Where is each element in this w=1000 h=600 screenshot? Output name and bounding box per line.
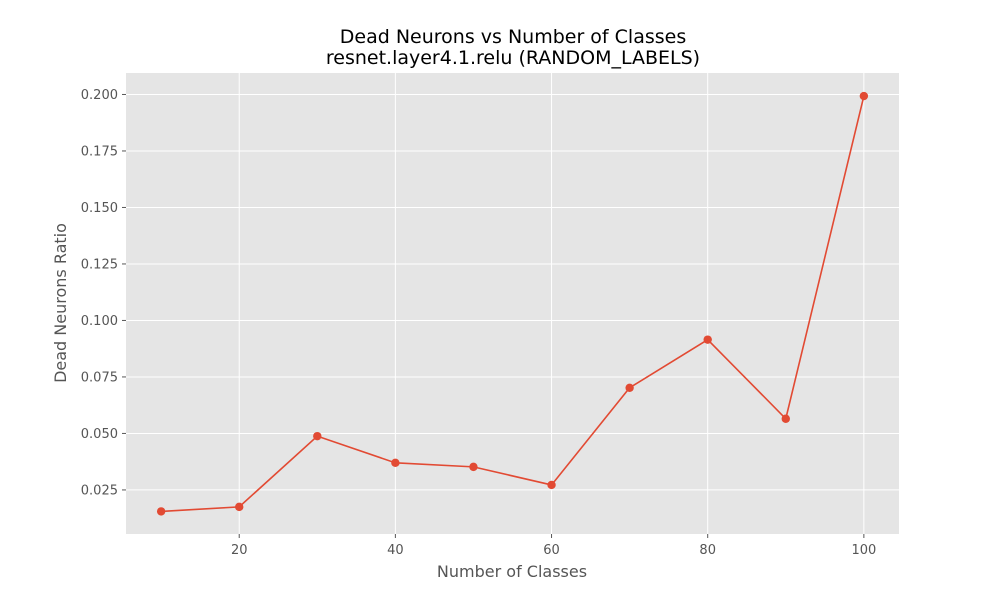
data-point xyxy=(235,502,244,512)
x-tick-label: 20 xyxy=(231,543,248,558)
y-tick-label: 0.150 xyxy=(81,201,118,216)
series xyxy=(156,91,869,516)
x-tick-label: 60 xyxy=(543,543,560,558)
y-tick-label: 0.075 xyxy=(81,370,118,385)
y-tick-label: 0.200 xyxy=(81,88,118,103)
x-tick-label: 80 xyxy=(699,543,716,558)
y-tick-label: 0.175 xyxy=(81,144,118,159)
y-tick-label: 0.050 xyxy=(81,427,118,442)
data-point xyxy=(313,431,322,441)
chart-title: Dead Neurons vs Number of Classes xyxy=(340,26,686,48)
x-axis-label: Number of Classes xyxy=(437,562,587,581)
data-point xyxy=(625,383,634,392)
x-tick-label: 100 xyxy=(851,543,876,558)
data-point xyxy=(547,480,556,490)
data-point xyxy=(703,335,712,344)
data-point xyxy=(391,458,400,468)
series-line xyxy=(161,95,865,513)
data-point xyxy=(469,462,478,472)
chart-subtitle: resnet.layer4.1.relu (RANDOM_LABELS) xyxy=(326,47,700,69)
grid xyxy=(126,73,899,534)
x-tick-label: 40 xyxy=(387,543,404,558)
y-tick-label: 0.125 xyxy=(81,257,118,272)
data-point xyxy=(859,91,869,101)
y-tick-label: 0.025 xyxy=(81,483,118,498)
axis-ticks: 20 40 60 80 100 0.025 0.050 0.075 0.100 0.125 0.15… xyxy=(81,88,876,558)
y-axis-label: Dead Neurons Ratio xyxy=(51,223,70,383)
data-point xyxy=(781,414,790,423)
data-point xyxy=(156,507,166,516)
y-tick-label: 0.100 xyxy=(81,314,118,329)
plot-area xyxy=(126,73,899,534)
